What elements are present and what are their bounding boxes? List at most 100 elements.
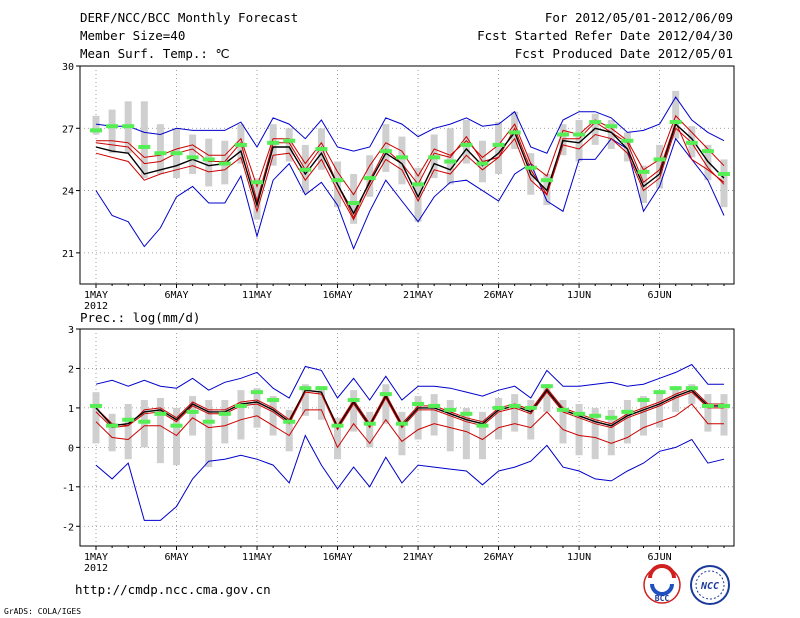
prec-marker-23 <box>460 411 473 416</box>
temp-box-34 <box>639 165 647 204</box>
prec-box-38 <box>704 394 712 432</box>
prec-marker-30 <box>573 411 586 416</box>
temp-xtick-line-1-0: 6MAY <box>164 290 188 301</box>
temp-ytick-label-0: 21 <box>62 249 74 260</box>
temp-box-30 <box>575 119 583 162</box>
prec-marker-9 <box>234 403 247 408</box>
temp-xtick-line-4-0: 21MAY <box>403 290 433 301</box>
prec-marker-20 <box>412 401 425 406</box>
prec-marker-6 <box>186 409 199 414</box>
prec-marker-10 <box>251 390 264 395</box>
temp-marker-38 <box>701 149 714 154</box>
temp-box-25 <box>495 122 503 174</box>
prec-box-29 <box>559 400 567 444</box>
prec-marker-22 <box>444 407 457 412</box>
temp-box-10 <box>253 178 261 220</box>
temp-marker-2 <box>122 124 135 129</box>
prec-marker-39 <box>718 403 730 408</box>
temp-box-36 <box>672 90 680 139</box>
prec-box-13 <box>301 384 309 416</box>
temp-xtick-label-5: 26MAY <box>484 290 514 301</box>
prec-xtick-line-4-0: 21MAY <box>403 552 433 563</box>
prec-marker-34 <box>637 398 650 403</box>
prec-box-27 <box>527 400 535 440</box>
prec-box-2 <box>124 403 132 460</box>
prec-marker-12 <box>283 419 296 424</box>
prec-xtick-line-0-0: 1MAY <box>84 552 108 563</box>
temp-box-7 <box>205 138 213 187</box>
prec-xtick-label-0: 1MAY 2012 <box>84 552 108 574</box>
prec-marker-25 <box>492 405 505 410</box>
temp-xtick-line-2-0: 11MAY <box>242 290 272 301</box>
prec-marker-35 <box>653 390 666 395</box>
temp-series-p25 <box>95 120 725 219</box>
prec-xtick-label-5: 26MAY <box>484 552 514 563</box>
temp-xtick-label-6: 1JUN <box>567 290 591 301</box>
prec-box-25 <box>495 398 503 440</box>
prec-marker-5 <box>170 423 183 428</box>
prec-box-8 <box>221 400 229 444</box>
prec-box-31 <box>591 407 599 460</box>
temp-marker-35 <box>653 157 666 162</box>
prec-marker-8 <box>218 411 231 416</box>
temp-marker-19 <box>395 155 408 160</box>
prec-box-30 <box>575 403 583 456</box>
prec-box-26 <box>511 394 519 432</box>
prec-marker-0 <box>90 403 102 408</box>
temp-box-1 <box>108 109 116 154</box>
prec-box-1 <box>108 413 116 452</box>
temp-marker-18 <box>379 149 392 154</box>
temp-ytick-label-2: 27 <box>62 124 74 135</box>
variable-label: Mean Surf. Temp.: ℃ <box>80 46 230 61</box>
temp-xtick-line-0-1: 2012 <box>84 301 108 312</box>
temp-marker-11 <box>267 140 280 145</box>
temp-marker-5 <box>170 151 183 156</box>
temp-marker-22 <box>444 159 457 164</box>
temp-ytick-label-3: 30 <box>62 62 74 73</box>
prec-box-28 <box>543 384 551 412</box>
prec-box-19 <box>398 411 406 456</box>
temp-marker-0 <box>90 128 102 133</box>
temp-marker-10 <box>251 180 264 185</box>
temp-box-26 <box>511 111 519 150</box>
prec-xtick-line-5-0: 26MAY <box>484 552 514 563</box>
prec-ytick-label-0: -2 <box>62 522 74 533</box>
temp-box-0 <box>92 115 100 135</box>
temp-box-4 <box>156 124 164 174</box>
temp-box-12 <box>285 128 293 162</box>
temp-series-p75 <box>95 127 725 221</box>
temp-box-38 <box>704 144 712 181</box>
temp-xtick-label-7: 6JUN <box>648 290 672 301</box>
prec-series-mean <box>95 389 724 430</box>
temp-marker-26 <box>508 130 521 135</box>
precipitation-panel: -2 -1 0 1 2 3 1MAY 2012 6MAY 11MAY 16MAY 21MAY 26MAY… <box>62 325 735 574</box>
prec-series-p25 <box>95 387 724 427</box>
temp-marker-25 <box>492 142 505 147</box>
temp-marker-16 <box>347 201 360 206</box>
temp-marker-4 <box>154 151 167 156</box>
grads-credit: GrADS: COLA/IGES <box>4 607 81 616</box>
temp-marker-39 <box>718 171 730 176</box>
temp-xtick-label-0: 1MAY 2012 <box>84 290 108 312</box>
prec-marker-33 <box>621 409 634 414</box>
prec-box-12 <box>285 409 293 452</box>
temp-marker-6 <box>186 155 199 160</box>
temp-series-envelope-hi <box>95 96 725 154</box>
temp-marker-8 <box>218 161 231 166</box>
prec-box-18 <box>382 384 390 424</box>
prec-marker-15 <box>331 423 344 428</box>
prec-marker-26 <box>508 403 521 408</box>
prec-box-35 <box>656 392 664 428</box>
prec-marker-18 <box>379 392 392 397</box>
temp-marker-31 <box>589 120 602 125</box>
prec-series-envelope-hi <box>95 363 724 401</box>
temp-box-39 <box>720 159 728 208</box>
prec-box-0 <box>92 392 100 444</box>
prec-xtick-line-0-1: 2012 <box>84 563 108 574</box>
temp-marker-12 <box>283 138 296 143</box>
prec-series-p75 <box>95 391 724 431</box>
temp-box-33 <box>623 132 631 162</box>
prec-xtick-label-4: 21MAY <box>403 552 433 563</box>
temp-marker-13 <box>299 167 312 172</box>
temp-box-23 <box>462 119 470 164</box>
